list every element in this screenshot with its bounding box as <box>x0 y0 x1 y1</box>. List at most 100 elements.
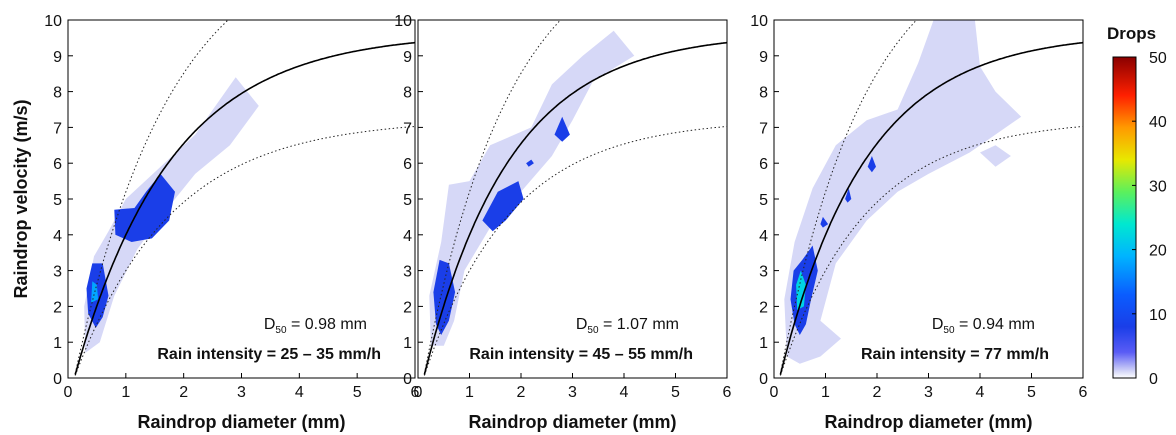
colorbar-tick-label: 30 <box>1149 178 1167 195</box>
y-tick-label: 9 <box>403 49 412 66</box>
y-tick-label: 6 <box>403 156 412 173</box>
density-region-3 <box>482 181 524 232</box>
x-tick-label: 0 <box>64 384 73 401</box>
y-tick-label: 2 <box>759 299 768 316</box>
y-tick-label: 4 <box>403 228 412 245</box>
y-tick-label: 2 <box>53 299 62 316</box>
x-tick-label: 3 <box>924 384 933 401</box>
x-axis-label: Raindrop diameter (mm) <box>137 412 345 432</box>
rain-intensity-label: Rain intensity = 25 – 35 mm/h <box>157 346 381 363</box>
terminal-velocity-curve <box>779 41 1083 375</box>
d50-subscript: 50 <box>587 325 599 336</box>
d50-subscript: 50 <box>275 325 287 336</box>
y-tick-label: 1 <box>53 335 62 352</box>
density-region-2 <box>433 259 456 335</box>
y-tick-label: 1 <box>759 335 768 352</box>
y-tick-label: 8 <box>53 85 62 102</box>
y-tick-label: 9 <box>759 49 768 66</box>
y-tick-label: 10 <box>394 13 412 30</box>
y-tick-label: 4 <box>53 228 62 245</box>
colorbar-tick-label: 0 <box>1149 371 1158 388</box>
density-region-4 <box>554 116 570 142</box>
x-tick-label: 5 <box>1027 384 1036 401</box>
colorbar-gradient <box>1112 56 1137 379</box>
x-tick-label: 4 <box>295 384 304 401</box>
y-tick-label: 3 <box>759 264 768 281</box>
x-axis-label: Raindrop diameter (mm) <box>824 412 1032 432</box>
y-tick-label: 7 <box>403 120 412 137</box>
x-tick-label: 6 <box>723 384 732 401</box>
density-region-5 <box>845 188 852 203</box>
y-tick-label: 10 <box>750 13 768 30</box>
y-tick-label: 8 <box>403 85 412 102</box>
d50-annotation: D50 = 0.98 mm <box>264 316 367 336</box>
x-tick-label: 1 <box>121 384 130 401</box>
x-tick-label: 6 <box>411 384 420 401</box>
x-tick-label: 2 <box>517 384 526 401</box>
terminal-velocity-curve <box>423 41 727 375</box>
d50-symbol: D <box>932 316 944 333</box>
terminal-velocity-curve <box>74 41 415 375</box>
y-tick-label: 0 <box>403 371 412 388</box>
density-region-1 <box>784 20 1022 364</box>
upper-bound-curve <box>423 20 562 374</box>
y-tick-label: 5 <box>53 192 62 209</box>
density-region-1 <box>429 30 635 346</box>
colorbar-tick-label: 10 <box>1149 307 1167 324</box>
x-tick-label: 3 <box>237 384 246 401</box>
y-tick-label: 6 <box>53 156 62 173</box>
y-tick-label: 4 <box>759 228 768 245</box>
colorbar: Drops 0 10 20 30 40 50 <box>1107 24 1167 388</box>
d50-annotation: D50 = 1.07 mm <box>576 316 679 336</box>
x-tick-label: 1 <box>465 384 474 401</box>
y-tick-label: 7 <box>759 120 768 137</box>
density-region-1 <box>84 77 259 353</box>
colorbar-title: Drops <box>1107 24 1156 43</box>
y-tick-label: 0 <box>53 371 62 388</box>
x-tick-label: 3 <box>568 384 577 401</box>
reference-curves <box>423 20 727 376</box>
lower-bound-curve <box>779 126 1083 376</box>
d50-value: = 0.94 mm <box>955 316 1035 333</box>
x-tick-label: 2 <box>873 384 882 401</box>
density-regions <box>784 20 1022 364</box>
x-axis-label: Raindrop diameter (mm) <box>468 412 676 432</box>
y-tick-label: 0 <box>759 371 768 388</box>
x-tick-label: 1 <box>821 384 830 401</box>
chart-panel-3: 0 1 2 3 4 5 6 0 1 2 3 4 5 6 7 8 9 10 Raindrop diameter (mm… <box>750 13 1088 432</box>
d50-subscript: 50 <box>943 325 955 336</box>
x-tick-label: 6 <box>1079 384 1088 401</box>
density-region-4 <box>820 216 829 228</box>
x-tick-label: 4 <box>620 384 629 401</box>
d50-symbol: D <box>264 316 276 333</box>
x-tick-label: 5 <box>671 384 680 401</box>
y-tick-label: 9 <box>53 49 62 66</box>
d50-value: = 1.07 mm <box>599 316 679 333</box>
lower-bound-curve <box>423 126 727 376</box>
d50-symbol: D <box>576 316 588 333</box>
x-tick-label: 0 <box>414 384 423 401</box>
colorbar-tick-label: 20 <box>1149 243 1167 260</box>
density-region-6 <box>867 156 876 173</box>
x-tick-label: 4 <box>976 384 985 401</box>
density-region-3 <box>114 173 175 242</box>
density-region-7 <box>796 270 806 310</box>
colorbar-tick-label: 50 <box>1149 50 1167 67</box>
y-tick-label: 1 <box>403 335 412 352</box>
y-tick-label: 3 <box>403 264 412 281</box>
y-tick-label: 5 <box>403 192 412 209</box>
y-axis-label: Raindrop velocity (m/s) <box>11 99 31 298</box>
y-tick-label: 8 <box>759 85 768 102</box>
d50-annotation: D50 = 0.94 mm <box>932 316 1035 336</box>
density-regions <box>429 30 635 346</box>
x-tick-label: 0 <box>770 384 779 401</box>
density-regions <box>84 77 259 353</box>
upper-bound-curve <box>779 20 918 374</box>
x-tick-label: 5 <box>353 384 362 401</box>
y-tick-label: 5 <box>759 192 768 209</box>
density-region-5 <box>526 159 534 167</box>
y-tick-label: 6 <box>759 156 768 173</box>
